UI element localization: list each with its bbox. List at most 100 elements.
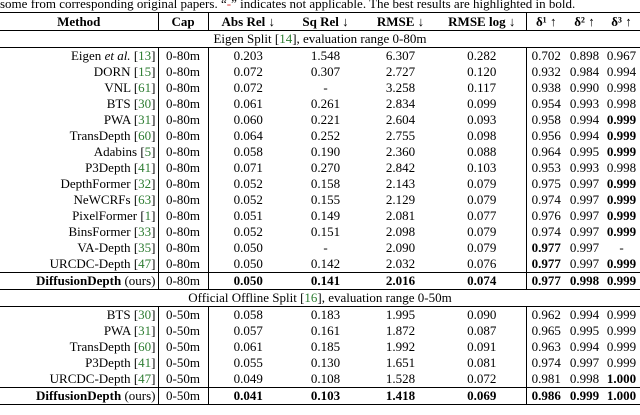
d3-cell: 0.999: [606, 208, 637, 223]
method-cell: TransDepth [60]: [69, 339, 156, 354]
d3-cell: 0.999: [606, 323, 637, 338]
header-abs-rel: Abs Rel ↓: [207, 12, 288, 31]
citation-link[interactable]: 47: [138, 256, 152, 271]
table-row: Eigen et al. [13] 0-80m 0.203 1.548 6.307 0.2…: [0, 47, 640, 64]
method-cell: VA-Depth [35]: [77, 240, 156, 255]
rmse-log-cell: 0.088: [467, 144, 497, 159]
rmse-log-cell: 0.091: [467, 339, 497, 354]
d3-cell: -: [619, 240, 624, 255]
citation-link[interactable]: 30: [138, 96, 152, 111]
method-cell: TransDepth [60]: [69, 128, 156, 143]
d1-cell: 0.956: [525, 128, 566, 144]
citation-link[interactable]: 15: [138, 64, 152, 79]
method-name: NeWCRFs: [73, 192, 131, 207]
d2-cell: 0.997: [569, 355, 600, 370]
citation-link[interactable]: 60: [138, 339, 152, 354]
sq-rel-cell: 0.261: [310, 96, 341, 111]
method-name: DiffusionDepth: [35, 273, 122, 289]
cap-cell: 0-80m: [157, 192, 208, 208]
table-row: BinsFormer [33] 0-80m 0.052 0.151 2.098 0.079…: [0, 224, 640, 240]
d2-cell: 0.997: [569, 176, 600, 191]
rmse-cell: 2.604: [385, 112, 416, 127]
section-citation-link[interactable]: 14: [279, 31, 293, 47]
cap-cell: 0-80m: [157, 160, 208, 176]
citation-link[interactable]: 13: [138, 48, 152, 63]
d3-cell: 0.999: [606, 355, 637, 370]
citation-link[interactable]: 32: [138, 176, 152, 191]
sq-rel-cell: 1.548: [310, 48, 341, 63]
method-name: DepthFormer: [60, 176, 131, 191]
d2-cell: 0.998: [566, 272, 603, 290]
citation-link[interactable]: 33: [138, 224, 152, 239]
rmse-log-cell: 0.069: [438, 387, 526, 405]
method-name: DORN: [93, 64, 131, 79]
cap-cell: 0-50m: [157, 339, 208, 355]
sq-rel-cell: 0.183: [310, 307, 341, 322]
d1-cell: 0.976: [525, 208, 566, 224]
table-row: DORN [15] 0-80m 0.072 0.307 2.727 0.120 0.932 0…: [0, 64, 640, 80]
cap-cell: 0-80m: [157, 240, 208, 256]
section-title: Official Offline Split [16], evaluation …: [0, 289, 640, 307]
sq-rel-cell: 0.142: [310, 256, 341, 271]
table-row: P3Depth [41] 0-80m 0.071 0.270 2.842 0.103 0.9…: [0, 160, 640, 176]
rmse-log-cell: 0.076: [467, 256, 497, 271]
rmse-log-cell: 0.077: [467, 208, 497, 223]
table-row: VA-Depth [35] 0-80m 0.050 - 2.090 0.079 0.977 0…: [0, 240, 640, 256]
method-cell: DORN [15]: [93, 64, 156, 79]
citation-link[interactable]: 41: [138, 160, 152, 175]
citation-link[interactable]: 31: [138, 112, 152, 127]
citation-link[interactable]: 61: [138, 80, 152, 95]
abs-rel-cell: 0.055: [207, 355, 288, 371]
caption-dash: -: [226, 0, 232, 11]
citation-link[interactable]: 47: [138, 371, 152, 386]
d3-cell: 0.998: [606, 96, 637, 111]
d1-cell: 0.702: [525, 47, 566, 64]
citation-link[interactable]: 30: [138, 307, 152, 322]
citation-link[interactable]: 35: [138, 240, 152, 255]
d1-cell: 0.974: [525, 355, 566, 371]
section-citation-link[interactable]: 16: [304, 290, 318, 306]
cap-cell: 0-80m: [157, 112, 208, 128]
citation-link[interactable]: 60: [138, 128, 152, 143]
cap-cell: 0-50m: [157, 371, 208, 388]
d2-cell: 0.993: [569, 96, 600, 111]
header-sq-rel: Sq Rel ↓: [288, 12, 363, 31]
method-cell: BTS [30]: [106, 96, 156, 111]
header-delta1: δ¹ ↑: [525, 12, 566, 31]
sq-rel-cell: 0.130: [310, 355, 341, 370]
citation-link[interactable]: 41: [138, 355, 152, 370]
header-delta3: δ³ ↑: [603, 12, 640, 31]
table-row: PWA [31] 0-50m 0.057 0.161 1.872 0.087 0.965 0.…: [0, 323, 640, 339]
citation-link[interactable]: 31: [138, 323, 152, 338]
citation-link[interactable]: 5: [144, 144, 152, 159]
rmse-cell: 2.090: [385, 240, 416, 255]
citation-link[interactable]: 1: [144, 208, 152, 223]
rmse-cell: 1.992: [385, 339, 416, 354]
d3-cell: 0.999: [606, 256, 637, 271]
sq-rel-cell: 0.270: [310, 160, 341, 175]
results-table-wrapper: Method Cap Abs Rel ↓ Sq Rel ↓ RMSE ↓ RMS…: [0, 12, 640, 405]
d2-cell: 0.995: [569, 144, 600, 159]
abs-rel-cell: 0.051: [207, 208, 288, 224]
method-name: TransDepth: [69, 339, 131, 354]
method-name: BTS: [106, 307, 131, 322]
d1-cell: 0.953: [525, 160, 566, 176]
rmse-cell: 2.143: [385, 176, 416, 191]
section-header-row: Eigen Split [14], evaluation range 0-80m: [0, 30, 640, 48]
citation-link[interactable]: 63: [138, 192, 152, 207]
sq-rel-cell: 0.108: [310, 371, 341, 386]
sq-rel-cell: 0.151: [310, 224, 341, 239]
d3-cell: 0.998: [606, 80, 637, 95]
rmse-cell: 2.032: [385, 256, 416, 271]
rmse-log-cell: 0.074: [438, 272, 526, 290]
section-header-row: Official Offline Split [16], evaluation …: [0, 289, 640, 307]
method-cell: DiffusionDepth (ours): [0, 387, 158, 405]
sq-rel-cell: 0.185: [310, 339, 341, 354]
table-row: TransDepth [60] 0-50m 0.061 0.185 1.992 0.091…: [0, 339, 640, 355]
d3-cell: 0.999: [606, 224, 637, 239]
table-row: Adabins [5] 0-80m 0.058 0.190 2.360 0.088 0.96…: [0, 144, 640, 160]
rmse-cell: 6.307: [385, 48, 416, 63]
d1-cell: 0.964: [525, 144, 566, 160]
d1-cell: 0.977: [525, 256, 566, 273]
method-name: URCDC-Depth: [49, 256, 131, 271]
